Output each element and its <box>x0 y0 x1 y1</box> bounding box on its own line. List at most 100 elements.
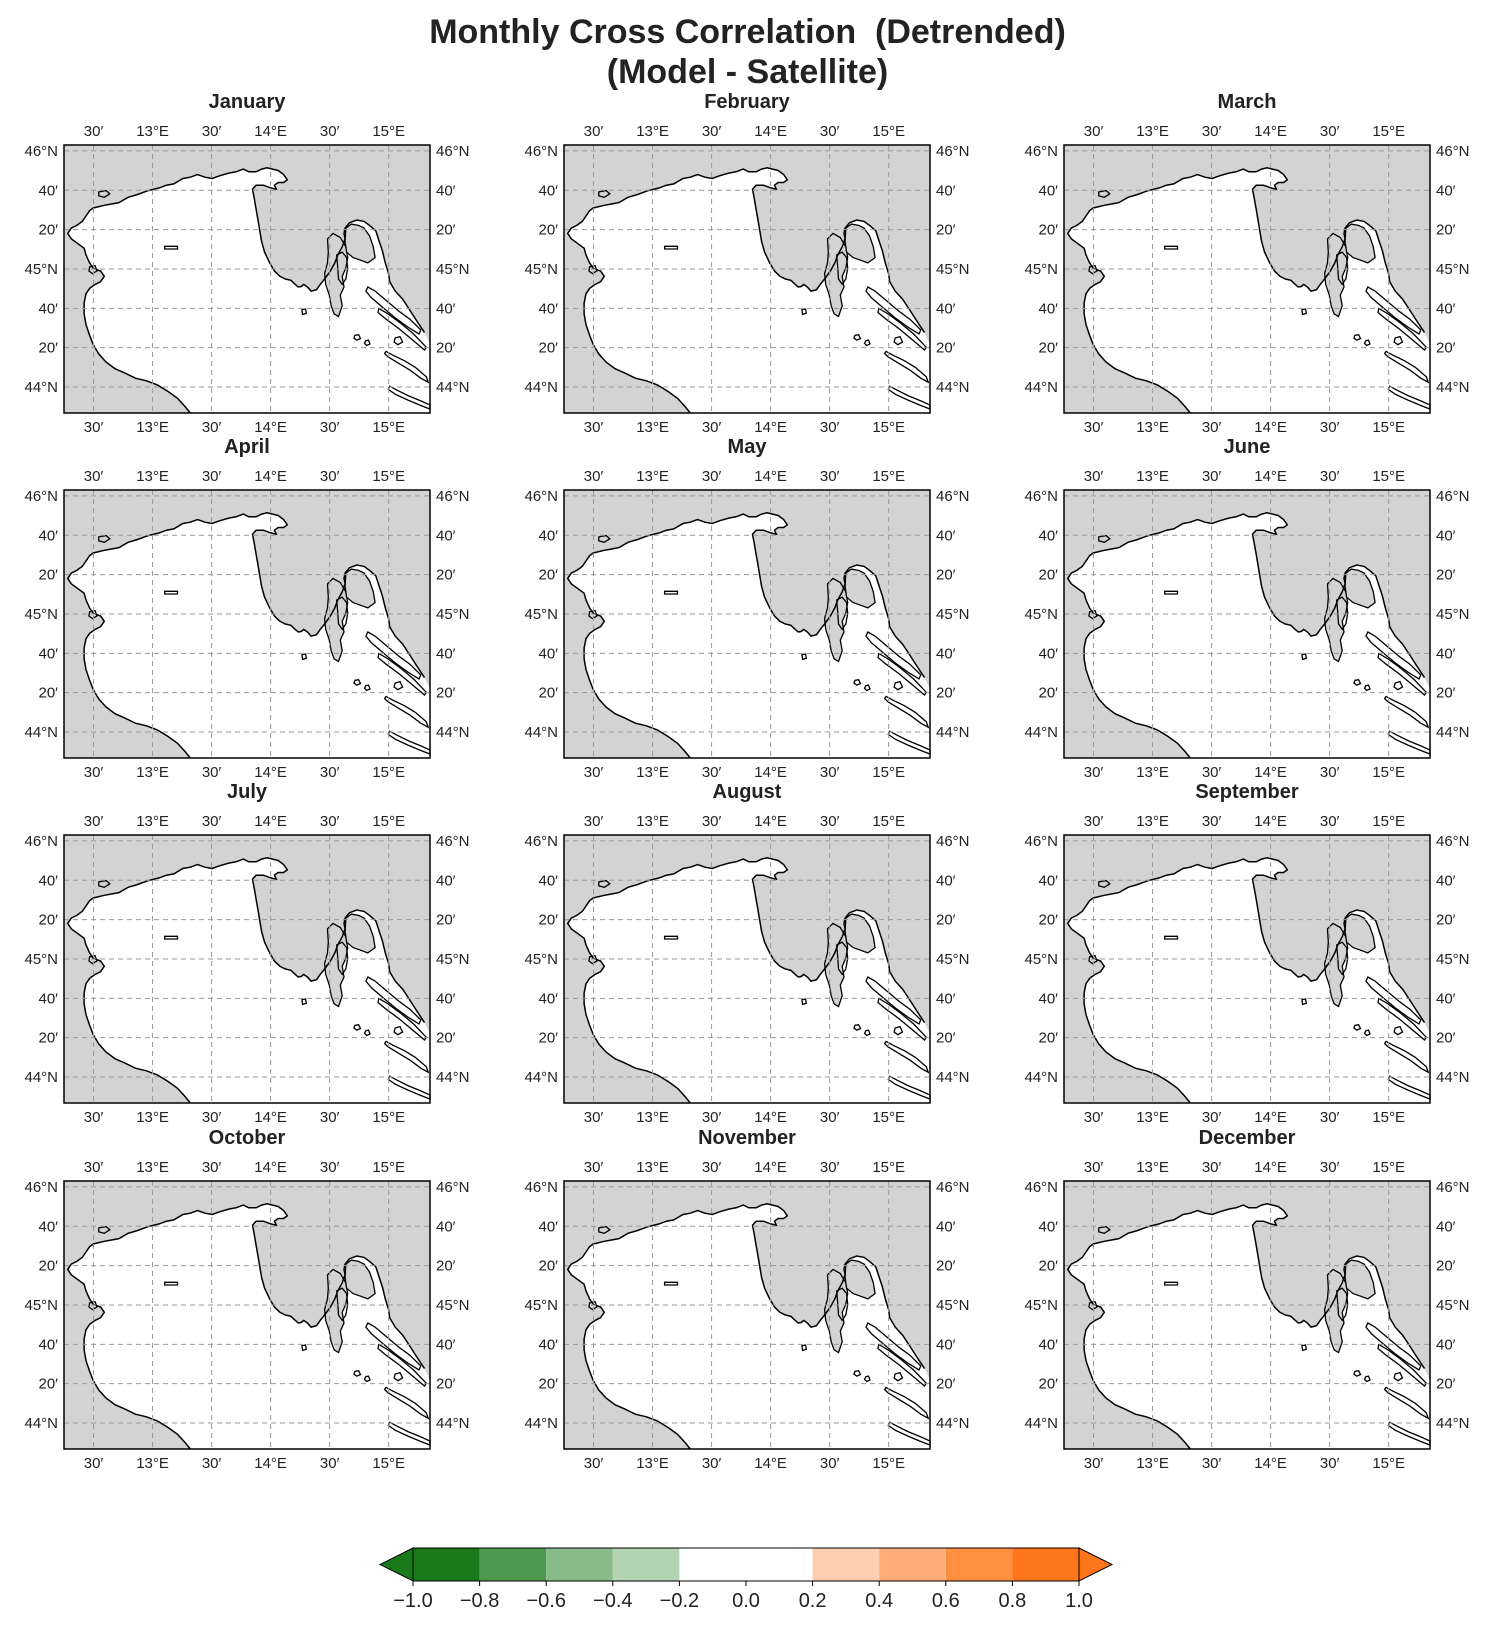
colorbar-extend-low <box>378 1547 414 1582</box>
lat-tick-label-left: 20′ <box>539 222 559 239</box>
map-frame <box>63 489 431 759</box>
lon-tick-label-top: 30′ <box>1320 468 1340 485</box>
island-outline <box>1363 339 1371 347</box>
lat-tick-label-right: 40′ <box>436 872 456 889</box>
island-outline <box>877 1343 928 1387</box>
lon-tick-label-bottom: 30′ <box>320 1109 340 1126</box>
lat-tick-label-right: 46°N <box>936 143 970 160</box>
colorbar-extend-high <box>1078 1547 1114 1582</box>
island-outline <box>1164 1281 1179 1286</box>
lat-tick-label-left: 44°N <box>1024 724 1058 741</box>
lat-tick-label-left: 20′ <box>39 567 59 584</box>
island-outline <box>1088 954 1098 965</box>
lat-tick-label-left: 45°N <box>524 1297 558 1314</box>
lon-tick-label-top: 15°E <box>372 813 405 830</box>
lon-tick-label-bottom: 30′ <box>202 764 222 781</box>
lon-tick-label-bottom: 14°E <box>754 764 787 781</box>
map-frame <box>563 834 931 1104</box>
lon-tick-label-bottom: 30′ <box>1320 1109 1340 1126</box>
coastline <box>566 512 926 759</box>
lon-tick-label-bottom: 15°E <box>872 1455 905 1472</box>
lon-tick-label-top: 30′ <box>1320 123 1340 140</box>
map-panel-may: May 30′ 30′ 13°E 13°E 30′ 30′ 14°E 14°E 30′ 30′ 15°… <box>524 436 969 781</box>
island-outline <box>1393 680 1404 691</box>
panel-title: July <box>227 781 268 803</box>
lon-tick-label-bottom: 30′ <box>702 764 722 781</box>
lon-tick-label-bottom: 15°E <box>372 419 405 436</box>
lat-tick-label-right: 40′ <box>436 527 456 544</box>
map-panel-september: September 30′ 30′ 13°E 13°E 30′ 30′ 14°E 14°E 30′… <box>1024 781 1469 1126</box>
lat-tick-label-left: 40′ <box>539 300 559 317</box>
lat-tick-label-left: 46°N <box>24 833 58 850</box>
lat-tick-label-left: 40′ <box>1039 872 1059 889</box>
island-outline <box>363 339 371 347</box>
island-outline <box>301 653 308 661</box>
lon-tick-label-bottom: 30′ <box>202 1455 222 1472</box>
lat-tick-label-left: 40′ <box>39 872 59 889</box>
lon-tick-label-bottom: 13°E <box>136 1455 169 1472</box>
lon-tick-label-top: 30′ <box>702 1159 722 1176</box>
lat-tick-label-right: 20′ <box>1436 340 1456 357</box>
island-outline <box>893 1371 904 1382</box>
lon-tick-label-bottom: 30′ <box>584 419 604 436</box>
colorbar: −1.0 −0.8 −0.6 −0.4 −0.2 0.0 0.2 0.4 0.6 0.8 1.0 <box>378 1547 1114 1612</box>
island-outline <box>883 1040 930 1074</box>
island-outline <box>1365 631 1422 680</box>
colorbar-bin <box>1012 1548 1079 1581</box>
lon-tick-label-top: 14°E <box>754 1159 787 1176</box>
lon-tick-label-top: 13°E <box>636 813 669 830</box>
lat-tick-label-right: 44°N <box>436 724 470 741</box>
panel-title: October <box>209 1127 286 1149</box>
lon-tick-label-top: 30′ <box>1084 813 1104 830</box>
island-outline <box>88 1300 98 1311</box>
lon-tick-label-top: 14°E <box>1254 1159 1287 1176</box>
lat-tick-label-right: 20′ <box>1436 685 1456 702</box>
island-outline <box>1363 684 1371 692</box>
island-outline <box>663 590 679 595</box>
map-frame <box>563 144 931 414</box>
lat-tick-label-left: 20′ <box>39 1376 59 1393</box>
map-panel-december: December 30′ 30′ 13°E 13°E 30′ 30′ 14°E 14°E 30′ 3… <box>1024 1127 1469 1472</box>
lat-tick-label-left: 40′ <box>39 1218 59 1235</box>
lat-tick-label-left: 20′ <box>39 685 59 702</box>
coastline <box>566 857 926 1104</box>
lon-tick-label-top: 30′ <box>702 468 722 485</box>
panel-title: May <box>728 436 768 458</box>
lat-tick-label-right: 46°N <box>1436 833 1470 850</box>
island-outline <box>377 1343 428 1387</box>
lat-tick-label-right: 40′ <box>1436 1336 1456 1353</box>
lat-tick-label-left: 46°N <box>1024 143 1058 160</box>
island-outline <box>1377 1343 1428 1387</box>
lon-tick-label-bottom: 30′ <box>584 764 604 781</box>
island-outline <box>1344 568 1376 609</box>
lat-tick-label-left: 40′ <box>539 990 559 1007</box>
lat-tick-label-left: 20′ <box>539 1030 559 1047</box>
colorbar-bin <box>945 1548 1013 1581</box>
lat-tick-label-right: 46°N <box>936 833 970 850</box>
lat-tick-label-right: 20′ <box>1436 912 1456 929</box>
lon-tick-label-top: 13°E <box>636 468 669 485</box>
island-outline <box>363 1375 371 1383</box>
lon-tick-label-top: 15°E <box>372 1159 405 1176</box>
island-outline <box>1344 913 1376 954</box>
lat-tick-label-left: 45°N <box>524 606 558 623</box>
colorbar-tick-label: 0.6 <box>932 1590 960 1612</box>
lat-tick-label-right: 44°N <box>936 1069 970 1086</box>
lon-tick-label-top: 14°E <box>754 468 787 485</box>
lat-tick-label-right: 40′ <box>1436 645 1456 662</box>
island-outline <box>1363 1029 1371 1037</box>
lat-tick-label-left: 44°N <box>24 379 58 396</box>
lat-tick-label-left: 44°N <box>24 724 58 741</box>
lon-tick-label-top: 13°E <box>136 813 169 830</box>
island-outline <box>301 1344 308 1352</box>
lat-tick-label-left: 20′ <box>1039 1030 1059 1047</box>
land-area <box>564 835 930 1103</box>
map-panel-march: March 30′ 30′ 13°E 13°E 30′ 30′ 14°E 14°E 30′ 30′ 1… <box>1024 91 1469 436</box>
lat-tick-label-left: 20′ <box>1039 222 1059 239</box>
island-outline <box>588 264 598 275</box>
lon-tick-label-bottom: 13°E <box>1136 1455 1169 1472</box>
island-outline <box>1344 1259 1376 1300</box>
colorbar-tick-label: 1.0 <box>1065 1590 1093 1612</box>
island-outline <box>1336 596 1349 631</box>
island-outline <box>883 350 930 384</box>
